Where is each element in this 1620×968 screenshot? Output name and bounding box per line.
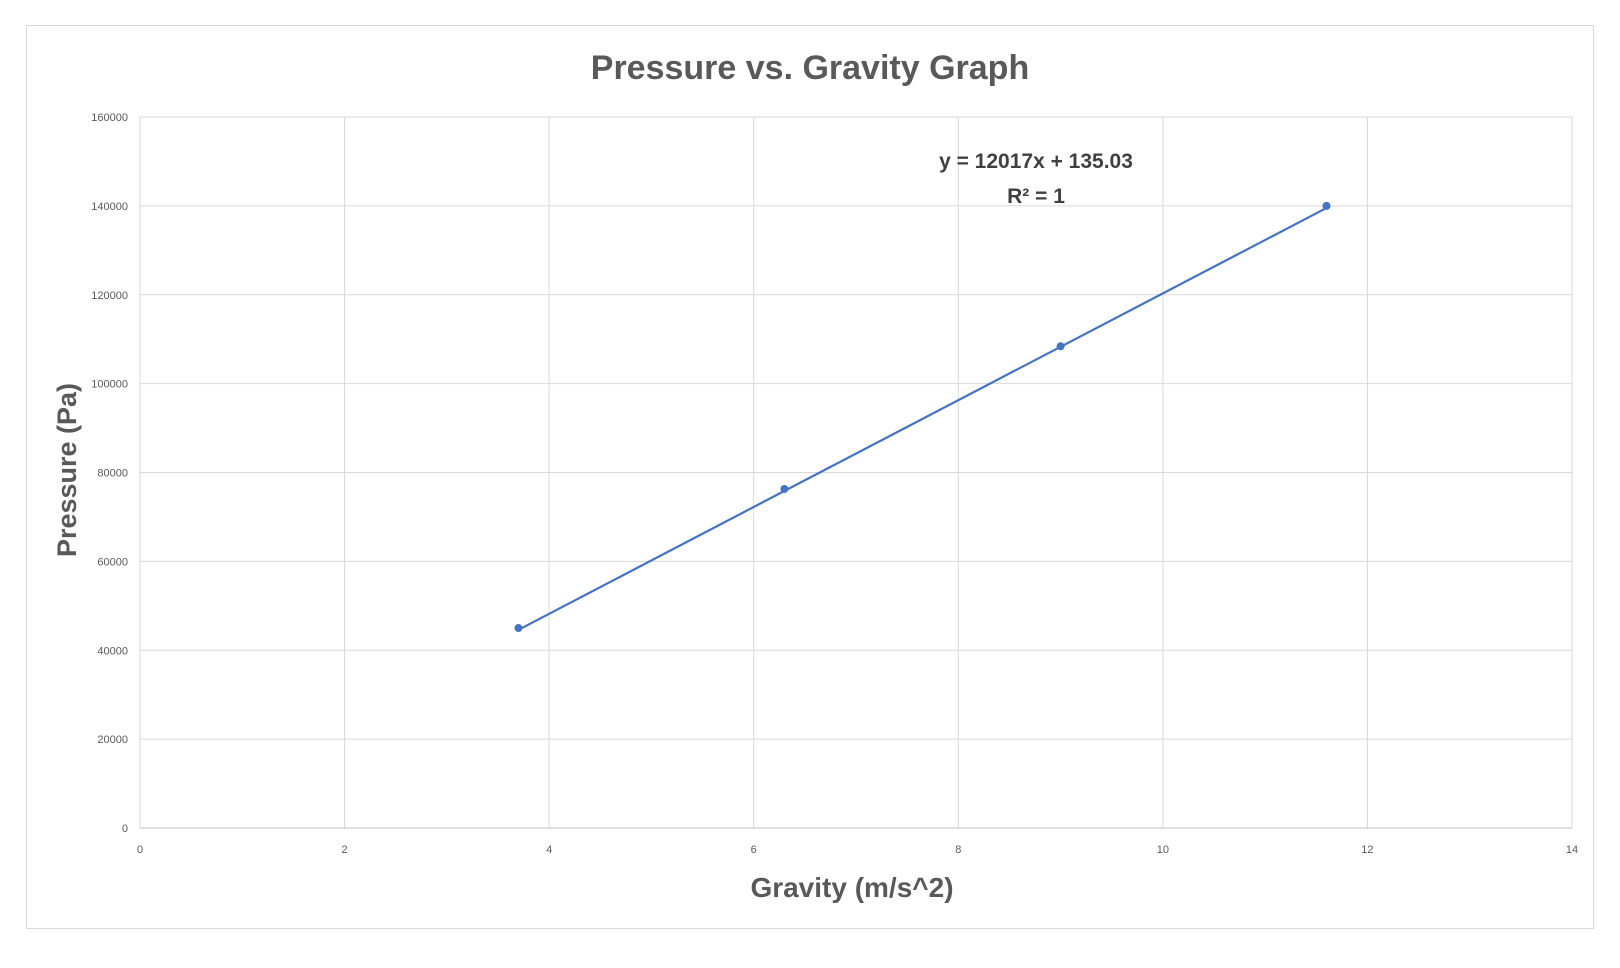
- trendline-equation: y = 12017x + 135.03: [939, 150, 1133, 173]
- trendline-r-squared: R² = 1: [1007, 185, 1065, 208]
- chart-title: Pressure vs. Gravity Graph: [591, 49, 1029, 87]
- y-tick-label: 80000: [97, 468, 128, 480]
- x-tick-label: 4: [546, 844, 552, 856]
- y-tick-label: 40000: [97, 645, 128, 657]
- y-axis-label: Pressure (Pa): [52, 383, 82, 557]
- x-tick-label: 2: [342, 844, 348, 856]
- x-tick-label: 12: [1361, 844, 1373, 856]
- grid: [140, 116, 1573, 828]
- data-point: [1056, 342, 1065, 351]
- y-tick-label: 60000: [97, 556, 128, 568]
- axes: [139, 117, 1572, 829]
- x-tick-label: 6: [751, 844, 757, 856]
- data-point: [1322, 201, 1331, 210]
- data-series: [514, 201, 1331, 633]
- y-tick-label: 100000: [91, 379, 128, 391]
- y-tick-label: 160000: [91, 112, 128, 124]
- data-point: [780, 484, 789, 493]
- y-tick-label: 20000: [97, 734, 128, 746]
- x-tick-label: 10: [1157, 844, 1169, 856]
- x-tick-label: 14: [1566, 844, 1578, 856]
- x-tick-label: 8: [955, 844, 961, 856]
- y-tick-label: 120000: [91, 290, 128, 302]
- x-axis-label: Gravity (m/s^2): [750, 872, 953, 903]
- y-tick-label: 140000: [91, 201, 128, 213]
- x-tick-label: 0: [137, 844, 143, 856]
- data-point: [514, 624, 523, 633]
- tick-labels: 0 20000 40000 60000 80000 100000 120000 140000 1…: [91, 112, 1578, 856]
- trendline: [517, 206, 1328, 631]
- y-tick-label: 0: [122, 823, 128, 835]
